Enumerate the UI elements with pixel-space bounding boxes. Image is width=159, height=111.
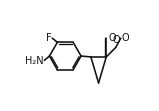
Text: O: O: [112, 35, 120, 45]
Text: O: O: [122, 33, 129, 43]
Text: H₂N: H₂N: [25, 56, 44, 66]
Text: F: F: [46, 33, 52, 43]
Text: O: O: [108, 33, 116, 43]
